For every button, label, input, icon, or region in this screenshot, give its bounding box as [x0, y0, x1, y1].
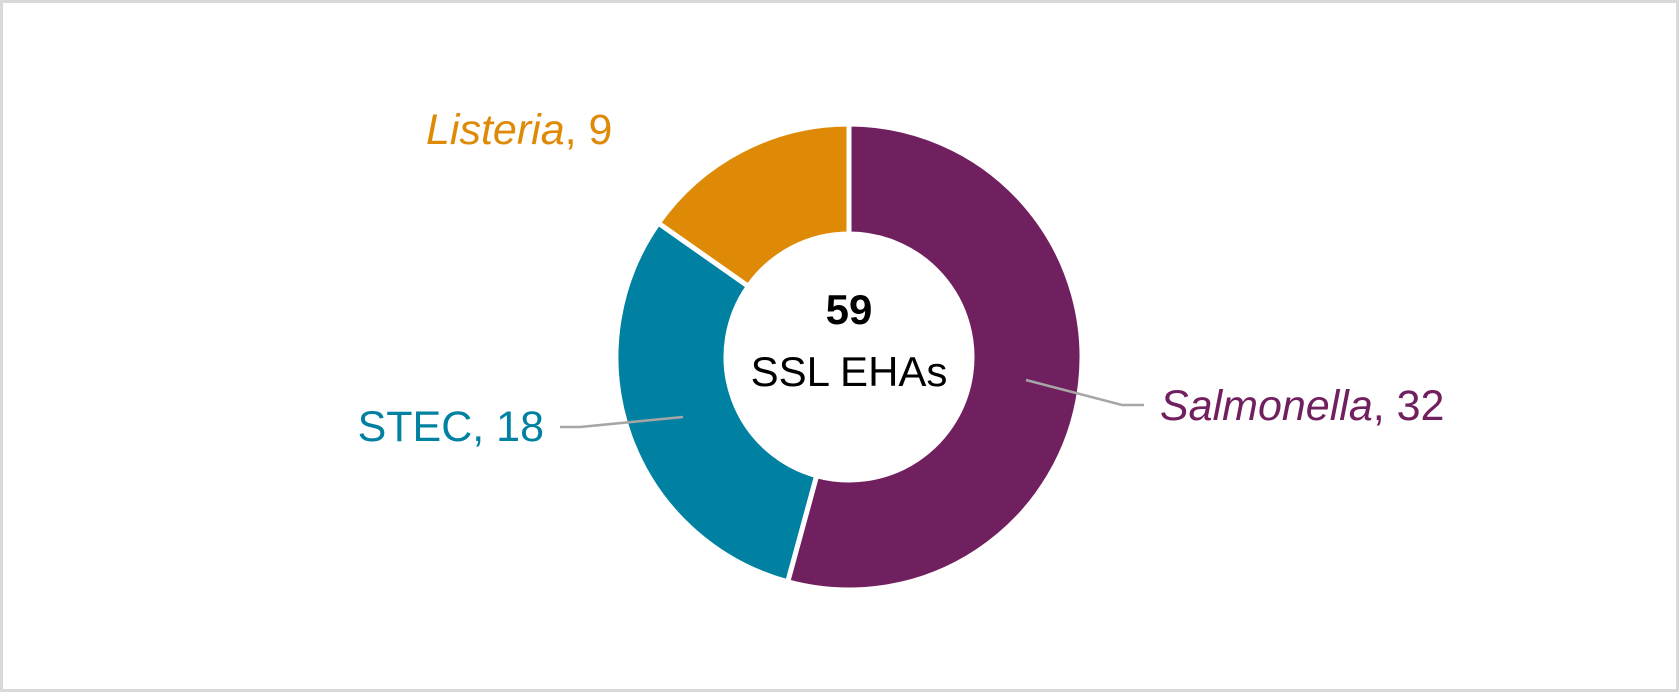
listeria-value: , 9	[564, 106, 613, 154]
stec-name: STEC	[357, 403, 473, 451]
stec-value: , 18	[472, 403, 544, 451]
salmonella-slice	[784, 121, 1085, 593]
center-caption: SSL EHAs	[750, 348, 948, 395]
listeria-slice	[654, 121, 852, 290]
salmonella-name: Salmonella	[1160, 382, 1373, 430]
listeria-name: Listeria	[426, 106, 565, 154]
salmonella-leader-line	[1025, 378, 1144, 407]
stec-leader-line	[560, 415, 684, 429]
salmonella-label: Salmonella, 32	[1160, 385, 1444, 428]
listeria-label: Listeria, 9	[426, 109, 612, 152]
salmonella-value: , 32	[1372, 382, 1445, 430]
stec-label: STEC, 18	[358, 406, 544, 449]
center-total: 59	[825, 286, 873, 333]
stec-slice	[613, 219, 820, 585]
